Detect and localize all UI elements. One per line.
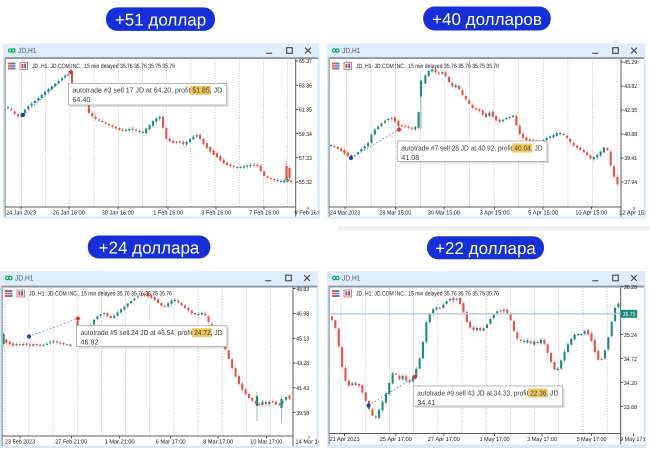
svg-text:JD, H1: JD.COM INC., 15 min de: JD, H1: JD.COM INC., 15 min delayed 35.7… (29, 291, 172, 298)
svg-text:5 May 17:00: 5 May 17:00 (577, 436, 608, 443)
svg-text:37.94: 37.94 (624, 179, 638, 186)
svg-text:JD,H1: JD,H1 (15, 274, 34, 283)
svg-text:+24 доллара: +24 доллара (99, 239, 200, 258)
svg-text:3 Feb 16:00: 3 Feb 16:00 (201, 210, 232, 217)
svg-text:46.82: 46.82 (81, 338, 99, 347)
svg-text:6 Mar 17:00: 6 Mar 17:00 (156, 439, 187, 446)
svg-text:35.24: 35.24 (624, 332, 638, 339)
svg-text:61.35: 61.35 (299, 107, 313, 114)
svg-text:36.28: 36.28 (624, 284, 638, 291)
svg-text:14 Mar 16:: 14 Mar 16: (296, 439, 323, 446)
svg-text:48.83: 48.83 (296, 286, 310, 293)
svg-text:autotrade #7 sell 28 JD at 40.: autotrade #7 sell 28 JD at 40.92, profit… (401, 143, 542, 152)
svg-text:34.41: 34.41 (417, 398, 435, 407)
svg-text:8 Mar 17:00: 8 Mar 17:00 (203, 439, 234, 446)
svg-text:7 Feb 16:00: 7 Feb 16:00 (249, 210, 280, 217)
svg-text:41.08: 41.08 (401, 153, 419, 162)
svg-text:23 Feb 2023: 23 Feb 2023 (5, 439, 36, 446)
svg-text:3 Apr 15:00: 3 Apr 15:00 (480, 210, 511, 217)
svg-text:39.58: 39.58 (296, 410, 310, 417)
svg-text:30 Mar 15:00: 30 Mar 15:00 (428, 210, 461, 217)
svg-text:9 Feb 16:0: 9 Feb 16:0 (295, 210, 323, 217)
svg-text:43.28: 43.28 (296, 360, 310, 367)
svg-text:JD,H1: JD,H1 (342, 274, 361, 283)
svg-text:65.37: 65.37 (299, 58, 313, 65)
svg-text:24 Jan 2023: 24 Jan 2023 (6, 210, 37, 217)
svg-text:3 May 17:00: 3 May 17:00 (527, 436, 558, 443)
svg-text:JD, H1: JD.COM INC., 15 min de: JD, H1: JD.COM INC., 15 min delayed 35.7… (32, 63, 175, 70)
svg-text:1 May 17:00: 1 May 17:00 (480, 436, 511, 443)
svg-text:43.82: 43.82 (624, 83, 638, 90)
svg-text:42.35: 42.35 (624, 107, 638, 114)
svg-text:autotrade #5 sell 24 JD at 46.: autotrade #5 sell 24 JD at 46.54, profit… (81, 328, 223, 337)
svg-text:JD,H1: JD,H1 (18, 46, 37, 55)
svg-text:26 Jan 16:00: 26 Jan 16:00 (53, 210, 86, 217)
svg-text:JD,H1: JD,H1 (342, 46, 361, 55)
svg-text:45.13: 45.13 (296, 335, 310, 342)
svg-text:41.43: 41.43 (296, 385, 310, 392)
svg-text:63.36: 63.36 (299, 82, 313, 89)
svg-text:28 Mar 15:00: 28 Mar 15:00 (379, 210, 412, 217)
svg-text:30 Jan 16:00: 30 Jan 16:00 (102, 210, 135, 217)
svg-text:55.32: 55.32 (299, 179, 313, 186)
svg-text:JD, H1: JD.COM INC., 15 min de: JD, H1: JD.COM INC., 15 min delayed 35.7… (356, 291, 499, 298)
svg-text:9 May 17:0: 9 May 17:0 (620, 436, 648, 443)
svg-text:+40 долларов: +40 долларов (432, 10, 542, 29)
svg-text:35.75: 35.75 (623, 311, 636, 318)
svg-text:10 Mar 17:00: 10 Mar 17:00 (250, 439, 283, 446)
svg-text:27 Apr 17:00: 27 Apr 17:00 (428, 436, 461, 443)
svg-text:57.33: 57.33 (299, 155, 313, 162)
svg-text:1 Mar 21:00: 1 Mar 21:00 (105, 439, 136, 446)
svg-text:12 Apr 15:0: 12 Apr 15:0 (619, 210, 650, 217)
svg-text:autotrade #3 sell 17 JD at 64.: autotrade #3 sell 17 JD at 64.20, profit… (72, 86, 222, 95)
svg-text:25 Apr 17:00: 25 Apr 17:00 (380, 436, 413, 443)
svg-text:46.98: 46.98 (296, 311, 310, 318)
svg-text:JD, H1: JD.COM INC., 15 min de: JD, H1: JD.COM INC., 15 min delayed 35.7… (356, 63, 499, 70)
svg-text:45.29: 45.29 (624, 59, 638, 66)
svg-text:1 Feb 16:00: 1 Feb 16:00 (153, 210, 184, 217)
svg-text:27 Feb 21:00: 27 Feb 21:00 (55, 439, 88, 446)
svg-text:+51 доллар: +51 доллар (115, 11, 206, 30)
svg-text:autotrade #9 sell 43 JD at 34.: autotrade #9 sell 43 JD at 34.33, profit… (417, 388, 558, 397)
svg-text:64.40: 64.40 (72, 95, 90, 104)
svg-text:21 Apr 2023: 21 Apr 2023 (330, 436, 361, 443)
svg-text:5 Apr 15:00: 5 Apr 15:00 (528, 210, 559, 217)
svg-text:24 Mar 2023: 24 Mar 2023 (330, 210, 361, 217)
svg-text:+22 доллара: +22 доллара (435, 239, 536, 258)
svg-text:59.34: 59.34 (299, 131, 313, 138)
svg-text:33.68: 33.68 (624, 404, 638, 411)
svg-text:34.72: 34.72 (624, 356, 638, 363)
svg-text:10 Apr 15:00: 10 Apr 15:00 (575, 210, 608, 217)
svg-text:40.88: 40.88 (624, 131, 638, 138)
svg-text:34.20: 34.20 (624, 380, 638, 387)
svg-text:39.41: 39.41 (624, 155, 638, 162)
